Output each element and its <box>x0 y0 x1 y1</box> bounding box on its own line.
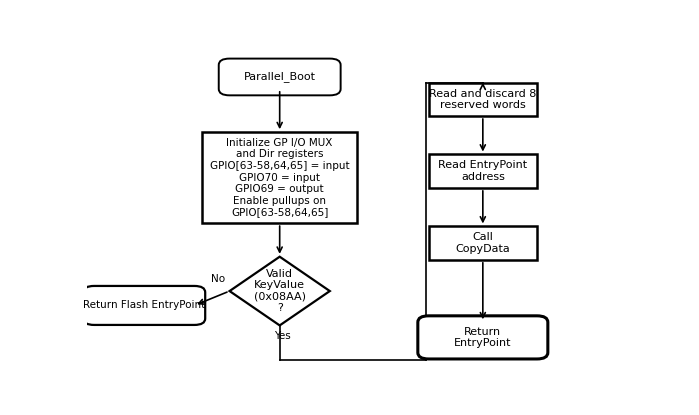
Polygon shape <box>229 257 330 325</box>
Bar <box>203 132 357 223</box>
Bar <box>428 154 537 188</box>
FancyBboxPatch shape <box>418 316 548 359</box>
FancyBboxPatch shape <box>219 59 340 95</box>
Text: Yes: Yes <box>274 331 291 341</box>
Text: Return
EntryPoint: Return EntryPoint <box>454 327 512 348</box>
Text: Read EntryPoint
address: Read EntryPoint address <box>438 161 528 182</box>
Bar <box>428 226 537 260</box>
Text: Initialize GP I/O MUX
and Dir registers
GPIO[63-58,64,65] = input
GPIO70 = input: Initialize GP I/O MUX and Dir registers … <box>210 138 350 217</box>
Bar <box>428 83 537 116</box>
Text: Parallel_Boot: Parallel_Boot <box>244 71 316 83</box>
Text: Call
CopyData: Call CopyData <box>456 232 510 254</box>
Text: No: No <box>211 274 225 284</box>
Text: Read and discard 8
reserved words: Read and discard 8 reserved words <box>429 88 537 110</box>
Text: Valid
KeyValue
(0x08AA)
?: Valid KeyValue (0x08AA) ? <box>254 269 305 313</box>
Text: Return Flash EntryPoint: Return Flash EntryPoint <box>83 300 206 310</box>
FancyBboxPatch shape <box>83 286 206 325</box>
